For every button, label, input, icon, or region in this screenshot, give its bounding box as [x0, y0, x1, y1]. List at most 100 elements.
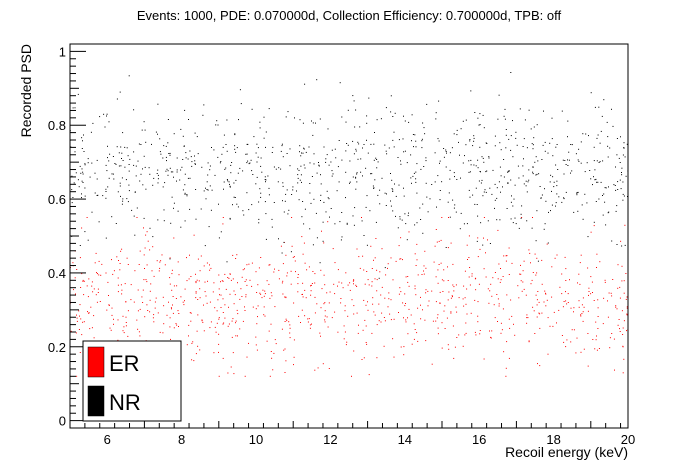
scatter-point-er — [562, 306, 564, 308]
scatter-point-nr — [214, 174, 216, 176]
scatter-point-nr — [413, 146, 414, 148]
scatter-point-er — [255, 308, 257, 310]
scatter-point-nr — [234, 134, 236, 136]
scatter-point-er — [599, 261, 601, 263]
scatter-point-nr — [102, 195, 104, 197]
scatter-point-nr — [320, 194, 322, 196]
scatter-point-nr — [558, 196, 560, 198]
scatter-point-nr — [210, 209, 212, 211]
scatter-point-er — [490, 283, 492, 285]
scatter-point-er — [96, 301, 98, 303]
scatter-point-nr — [211, 147, 212, 148]
scatter-point-nr — [315, 212, 317, 214]
scatter-point-er — [465, 303, 467, 305]
scatter-point-nr — [160, 153, 162, 155]
scatter-point-er — [93, 337, 95, 339]
scatter-point-nr — [568, 159, 570, 161]
scatter-point-er — [88, 278, 90, 280]
scatter-point-nr — [407, 215, 409, 217]
scatter-point-er — [590, 231, 592, 233]
scatter-point-er — [108, 304, 110, 306]
scatter-point-nr — [352, 176, 354, 178]
scatter-point-er — [427, 290, 429, 292]
scatter-point-nr — [225, 144, 227, 145]
scatter-point-er — [485, 252, 486, 254]
scatter-point-er — [428, 300, 430, 302]
scatter-point-er — [546, 243, 548, 245]
scatter-point-nr — [599, 161, 601, 163]
scatter-point-er — [533, 310, 535, 312]
scatter-point-er — [149, 299, 151, 301]
scatter-point-er — [310, 294, 312, 296]
scatter-point-nr — [508, 138, 510, 140]
scatter-point-er — [284, 321, 286, 322]
scatter-point-er — [407, 333, 409, 335]
scatter-point-er — [280, 245, 282, 247]
scatter-point-er — [454, 346, 456, 348]
scatter-point-nr — [163, 220, 165, 222]
scatter-point-er — [471, 275, 473, 277]
scatter-point-nr — [298, 199, 300, 201]
scatter-point-er — [232, 352, 234, 354]
scatter-point-nr — [229, 185, 231, 187]
scatter-point-nr — [82, 140, 83, 142]
scatter-point-er — [626, 313, 628, 315]
scatter-point-er — [199, 270, 201, 272]
scatter-point-nr — [322, 221, 324, 223]
scatter-point-er — [626, 306, 628, 308]
scatter-point-er — [161, 254, 163, 256]
scatter-point-er — [147, 310, 149, 311]
scatter-point-er — [76, 314, 77, 316]
scatter-point-nr — [115, 163, 117, 165]
scatter-point-nr — [623, 147, 624, 149]
scatter-point-er — [417, 274, 419, 276]
scatter-point-er — [479, 248, 481, 250]
scatter-point-er — [231, 320, 233, 322]
scatter-point-nr — [541, 194, 543, 196]
scatter-point-nr — [316, 79, 318, 81]
scatter-point-er — [456, 311, 458, 313]
scatter-point-er — [97, 288, 99, 290]
scatter-point-nr — [408, 121, 410, 123]
scatter-point-nr — [622, 181, 624, 183]
scatter-point-er — [169, 257, 171, 259]
scatter-point-nr — [330, 161, 332, 163]
scatter-point-er — [214, 326, 216, 328]
scatter-point-nr — [79, 165, 81, 167]
scatter-point-nr — [191, 165, 193, 167]
scatter-point-er — [270, 292, 272, 294]
scatter-point-er — [526, 314, 528, 316]
scatter-point-nr — [621, 172, 622, 173]
scatter-point-nr — [265, 238, 267, 240]
scatter-point-nr — [612, 125, 614, 127]
scatter-point-nr — [243, 214, 245, 216]
scatter-point-er — [551, 266, 553, 268]
scatter-point-er — [436, 241, 438, 243]
scatter-point-er — [109, 327, 111, 329]
scatter-point-nr — [453, 133, 455, 135]
scatter-point-er — [203, 265, 205, 267]
scatter-point-nr — [551, 117, 553, 119]
scatter-point-er — [619, 297, 621, 299]
scatter-point-nr — [547, 242, 549, 244]
scatter-point-nr — [278, 167, 280, 169]
scatter-point-nr — [473, 135, 475, 137]
scatter-point-er — [314, 273, 316, 275]
scatter-point-nr — [284, 200, 286, 202]
scatter-point-er — [206, 302, 208, 304]
scatter-point-nr — [121, 158, 122, 159]
scatter-point-nr — [526, 147, 528, 149]
scatter-point-er — [271, 295, 273, 297]
scatter-point-nr — [184, 184, 186, 186]
scatter-point-nr — [133, 109, 135, 111]
scatter-point-er — [321, 230, 322, 232]
scatter-point-nr — [300, 165, 302, 167]
scatter-point-er — [310, 285, 311, 287]
scatter-point-nr — [611, 108, 612, 110]
scatter-point-nr — [474, 112, 476, 113]
scatter-point-nr — [567, 136, 568, 138]
scatter-point-er — [188, 278, 190, 280]
scatter-point-nr — [505, 147, 507, 149]
scatter-point-nr — [167, 174, 169, 176]
scatter-point-nr — [555, 202, 557, 204]
